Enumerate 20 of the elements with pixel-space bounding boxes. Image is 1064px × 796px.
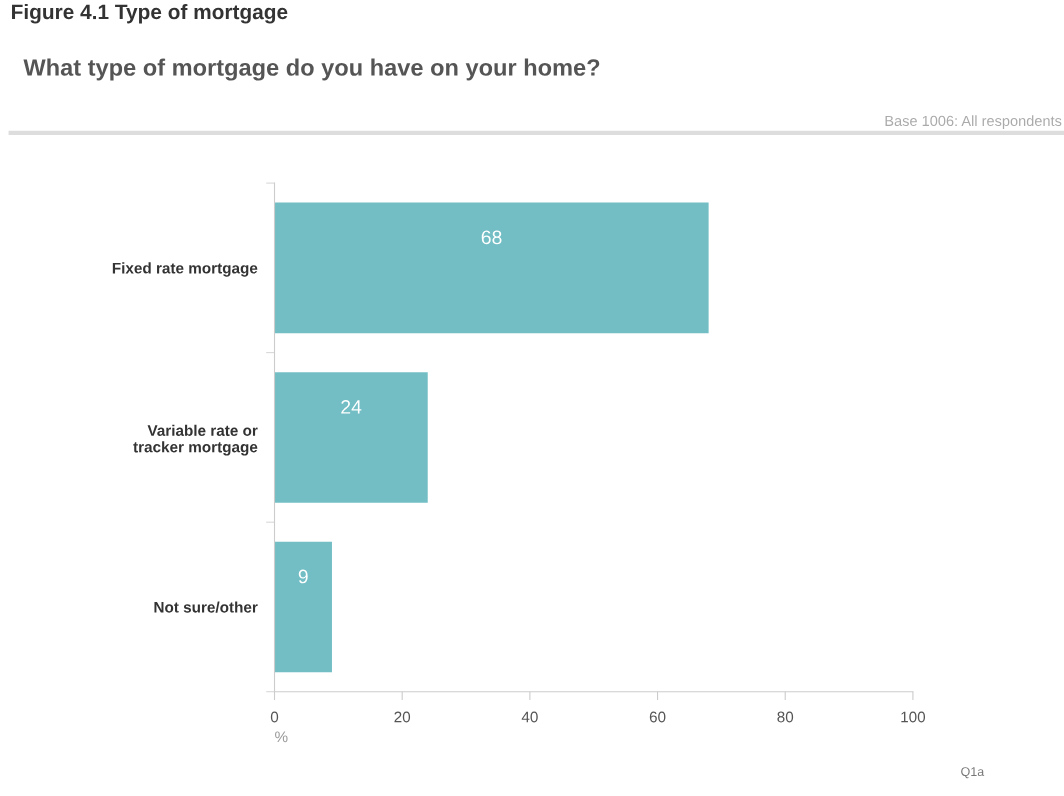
caption: Figure 4.1 Type of mortgage (12, 3, 288, 24)
x-tick-label: 20 (394, 711, 411, 723)
x-tick-label: 0 (270, 711, 279, 723)
bar (274, 202, 709, 334)
text: Base 1006: All respondents (885, 115, 1062, 129)
y-tick-label: Variable rate or tracker mortgage (133, 424, 258, 456)
x-axis-title: % (275, 731, 288, 743)
y-tick-label: Not sure/other (154, 601, 258, 613)
bar (274, 372, 428, 503)
text: Q1a (961, 767, 985, 779)
x-tick-label: 80 (777, 711, 794, 723)
data-label: 68 (481, 230, 502, 245)
x-tick-label: 40 (521, 711, 538, 723)
data-label: 9 (298, 569, 308, 584)
x-tick-label: 100 (901, 711, 926, 723)
chart-title: What type of mortgage do you have on your home? (23, 58, 600, 81)
bar (274, 541, 332, 673)
y-tick-label: Fixed rate mortgage (112, 262, 258, 277)
data-label: 24 (341, 400, 362, 414)
x-tick-label: 60 (649, 711, 666, 723)
